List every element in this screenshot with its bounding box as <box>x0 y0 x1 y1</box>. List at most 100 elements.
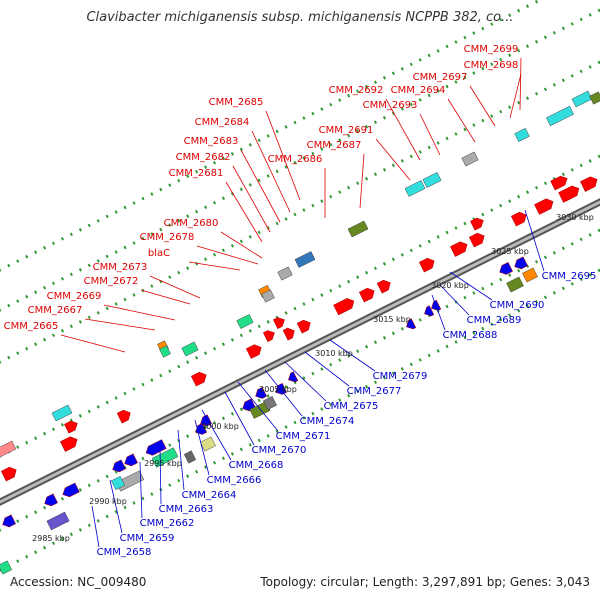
gene-label: CMM_2664 <box>182 490 237 501</box>
gene-label: CMM_2670 <box>252 445 307 456</box>
gene-arrow-shape <box>44 493 58 507</box>
gene-label: CMM_2680 <box>164 218 219 229</box>
gene-arrow <box>288 371 299 383</box>
gene-arrow-shape <box>62 482 80 498</box>
kbp-tick-label: 3030 kbp <box>556 213 594 222</box>
gene-arrow-shape <box>2 514 16 528</box>
gene-block-shape <box>422 172 442 188</box>
gene-label: CMM_2672 <box>84 276 139 287</box>
gene-arrow <box>499 262 513 275</box>
gene-arrow-shape <box>190 371 207 387</box>
gene-label: CMM_2677 <box>347 386 402 397</box>
leader-line <box>447 98 476 143</box>
gene-arrow-shape <box>424 305 435 317</box>
gene-arrow <box>2 514 16 528</box>
gene-block <box>404 180 426 197</box>
gene-arrow <box>124 453 138 467</box>
kbp-tick-label: 3005 kbp <box>259 385 297 394</box>
gene-label: CMM_2686 <box>268 154 323 165</box>
leader-line <box>284 361 327 402</box>
gene-arrow-shape <box>580 176 598 192</box>
gene-block <box>589 91 600 105</box>
gene-label: CMM_2689 <box>467 315 522 326</box>
kbp-tick-label: 3000 kbp <box>201 422 239 431</box>
gene-arrow-shape <box>470 217 484 231</box>
gene-arrow <box>424 305 435 317</box>
gene-block <box>461 151 479 167</box>
kbp-tick-label: 2995 kbp <box>144 459 182 468</box>
leader-line <box>449 271 493 301</box>
gene-block-shape <box>263 396 277 410</box>
gene-label: CMM_2667 <box>28 305 83 316</box>
gene-label: CMM_2694 <box>391 85 446 96</box>
leader-line <box>139 461 143 519</box>
leader-line <box>519 57 522 111</box>
gene-label: CMM_2678 <box>140 232 195 243</box>
gene-arrow <box>333 298 355 316</box>
leader-line <box>524 209 545 272</box>
gene-arrow-shape <box>282 327 295 341</box>
kbp-tick-label: 3025 kbp <box>491 247 529 256</box>
gene-block-shape <box>571 90 593 108</box>
gene-label: CMM_2679 <box>373 371 428 382</box>
gene-label: CMM_2658 <box>97 547 152 558</box>
gene-arrow <box>44 493 58 507</box>
gene-block-shape <box>261 289 275 303</box>
gene-label: CMM_2682 <box>176 152 231 163</box>
leader-line <box>140 289 191 305</box>
gene-arrow-shape <box>418 257 435 273</box>
gene-arrow-shape <box>376 279 391 294</box>
leader-line <box>385 98 421 161</box>
gene-block-shape <box>46 511 70 531</box>
gene-arrow-shape <box>558 185 580 203</box>
gene-label: CMM_2674 <box>300 416 355 427</box>
gene-arrow-shape <box>534 198 554 215</box>
backbone-highlight <box>0 200 600 504</box>
tick-label-layer: 2985 kbp 2990 kbp 2995 kbp 3000 kbp 3005 kbp… <box>32 213 594 543</box>
gene-arrow-shape <box>333 298 355 316</box>
gene-arrow <box>514 256 528 270</box>
gene-block <box>546 105 574 127</box>
leader-line <box>109 479 123 534</box>
gene-block-shape <box>0 560 12 575</box>
gene-arrow <box>262 330 275 343</box>
leader-line <box>264 369 303 417</box>
gene-label: CMM_2695 <box>542 271 597 282</box>
accession-text: Accession: NC_009480 <box>10 575 147 589</box>
gene-block-shape <box>181 341 199 357</box>
gene-arrow <box>200 414 213 427</box>
leader-line <box>149 275 201 299</box>
gene-block-shape <box>294 251 316 268</box>
gene-block-shape <box>51 404 73 422</box>
gene-label: CMM_2669 <box>47 291 102 302</box>
gene-block <box>0 560 12 575</box>
gene-block <box>159 345 171 358</box>
gene-arrow <box>282 327 295 341</box>
gene-arrow <box>510 211 527 227</box>
gene-arrow-shape <box>406 318 417 330</box>
gene-label: CMM_2671 <box>276 431 331 442</box>
gene-arrow-shape <box>255 386 268 399</box>
gene-label: CMM_2665 <box>4 321 59 332</box>
kbp-tick-label: 2985 kbp <box>32 534 70 543</box>
gene-block-shape <box>506 276 524 293</box>
gene-arrow <box>64 420 78 434</box>
gene-label: CMM_2690 <box>490 300 545 311</box>
gene-label: CMM_2662 <box>140 518 195 529</box>
leader-line <box>91 505 100 548</box>
dotted-track-line <box>0 0 544 272</box>
gene-arrow-shape <box>60 436 78 452</box>
gene-arrow-shape <box>358 287 375 303</box>
gene-arrow-shape <box>0 466 17 482</box>
gene-block <box>111 476 125 490</box>
gene-block-shape <box>0 440 17 459</box>
leader-line-layer <box>60 57 545 548</box>
gene-block-shape <box>546 105 574 127</box>
leader-line <box>220 231 263 259</box>
gene-arrow <box>580 176 598 192</box>
leader-line <box>359 153 365 209</box>
gene-arrow-shape <box>116 409 131 424</box>
leader-line <box>194 419 210 476</box>
gene-arrow <box>468 232 485 248</box>
